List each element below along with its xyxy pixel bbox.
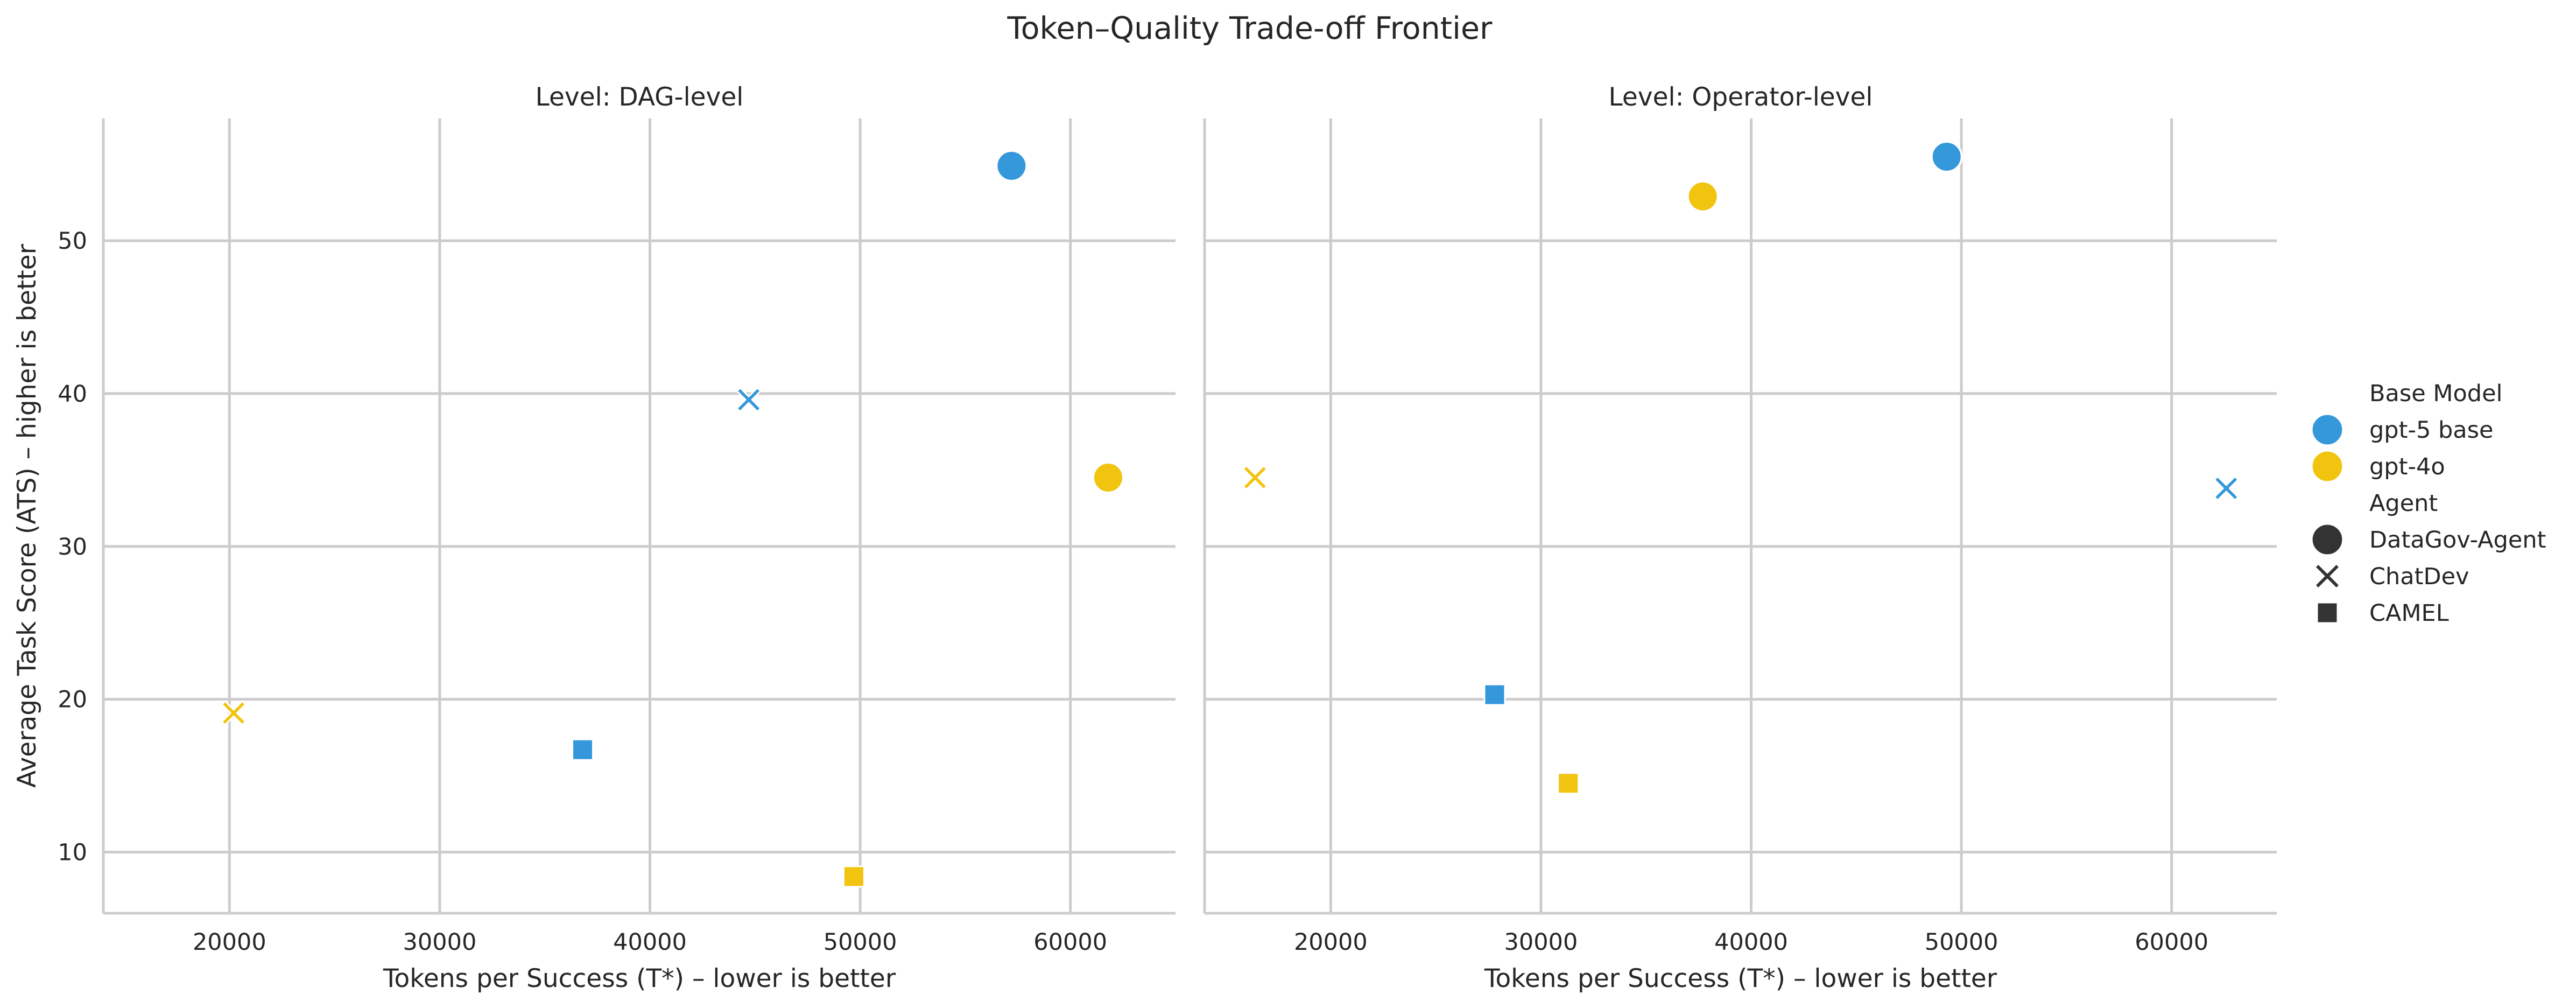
legend-marker-datagov-agent — [2310, 522, 2345, 557]
legend-marker-gpt-5-base — [2310, 412, 2345, 447]
point-chatdev-gpt-5-base — [2213, 475, 2239, 501]
point-camel-gpt-4o — [842, 865, 865, 888]
legend-marker-camel — [2316, 601, 2339, 624]
panel-title: Level: DAG-level — [536, 82, 744, 112]
x-tick-label: 40000 — [1714, 929, 1788, 956]
x-tick-label: 60000 — [2135, 929, 2208, 956]
point-datagov-agent-gpt-5-base — [995, 149, 1028, 182]
y-tick-label: 50 — [58, 228, 87, 255]
panel-1: Level: DAG-level 20000 30000 40000 50000 6000… — [12, 82, 1176, 993]
point-datagov-agent-gpt-5-base — [1930, 140, 1963, 173]
point-camel-gpt-5-base — [1483, 683, 1506, 706]
point-chatdev-gpt-5-base — [736, 387, 762, 412]
x-tick-label: 20000 — [193, 929, 266, 956]
point-datagov-agent-gpt-4o — [1686, 180, 1719, 213]
legend-label: gpt-5 base — [2369, 417, 2494, 444]
y-tick-label: 30 — [58, 534, 87, 561]
point-camel-gpt-5-base — [572, 738, 594, 761]
x-tick-label: 50000 — [824, 929, 897, 956]
legend-label: gpt-4o — [2369, 453, 2445, 480]
x-tick-label: 40000 — [613, 929, 687, 956]
panel-title: Level: Operator-level — [1609, 82, 1873, 112]
legend-label: CAMEL — [2369, 600, 2449, 627]
x-axis-label: Tokens per Success (T*) – lower is bette… — [383, 964, 896, 993]
x-axis-label: Tokens per Success (T*) – lower is bette… — [1484, 964, 1997, 993]
y-axis-label: Average Task Score (ATS) – higher is bet… — [12, 243, 42, 788]
legend: Base Model gpt-5 base gpt-4o Agent DataGov-A… — [2310, 380, 2546, 627]
x-tick-label: 20000 — [1294, 929, 1368, 956]
point-chatdev-gpt-4o — [221, 700, 247, 726]
panel-2: Level: Operator-level 20000 30000 40000 5000… — [1203, 82, 2277, 993]
point-datagov-agent-gpt-4o — [1092, 461, 1125, 494]
x-tick-label: 30000 — [1504, 929, 1578, 956]
figure-title: Token–Quality Trade-off Frontier — [1007, 11, 1493, 46]
y-tick-label: 10 — [58, 839, 87, 866]
x-tick-label: 60000 — [1033, 929, 1107, 956]
legend-marker-chatdev — [2314, 563, 2341, 590]
legend-label: DataGov-Agent — [2369, 527, 2546, 554]
y-tick-label: 40 — [58, 381, 87, 408]
x-tick-label: 50000 — [1925, 929, 1998, 956]
point-chatdev-gpt-4o — [1242, 465, 1268, 491]
legend-marker-gpt-4o — [2310, 449, 2345, 484]
legend-label: ChatDev — [2369, 563, 2469, 590]
panels: Level: DAG-level 20000 30000 40000 50000 6000… — [12, 82, 2277, 993]
point-camel-gpt-4o — [1557, 772, 1580, 795]
x-tick-label: 30000 — [403, 929, 477, 956]
legend-hue-title: Base Model — [2369, 380, 2502, 407]
y-tick-label: 20 — [58, 687, 87, 713]
legend-style-title: Agent — [2369, 490, 2438, 517]
